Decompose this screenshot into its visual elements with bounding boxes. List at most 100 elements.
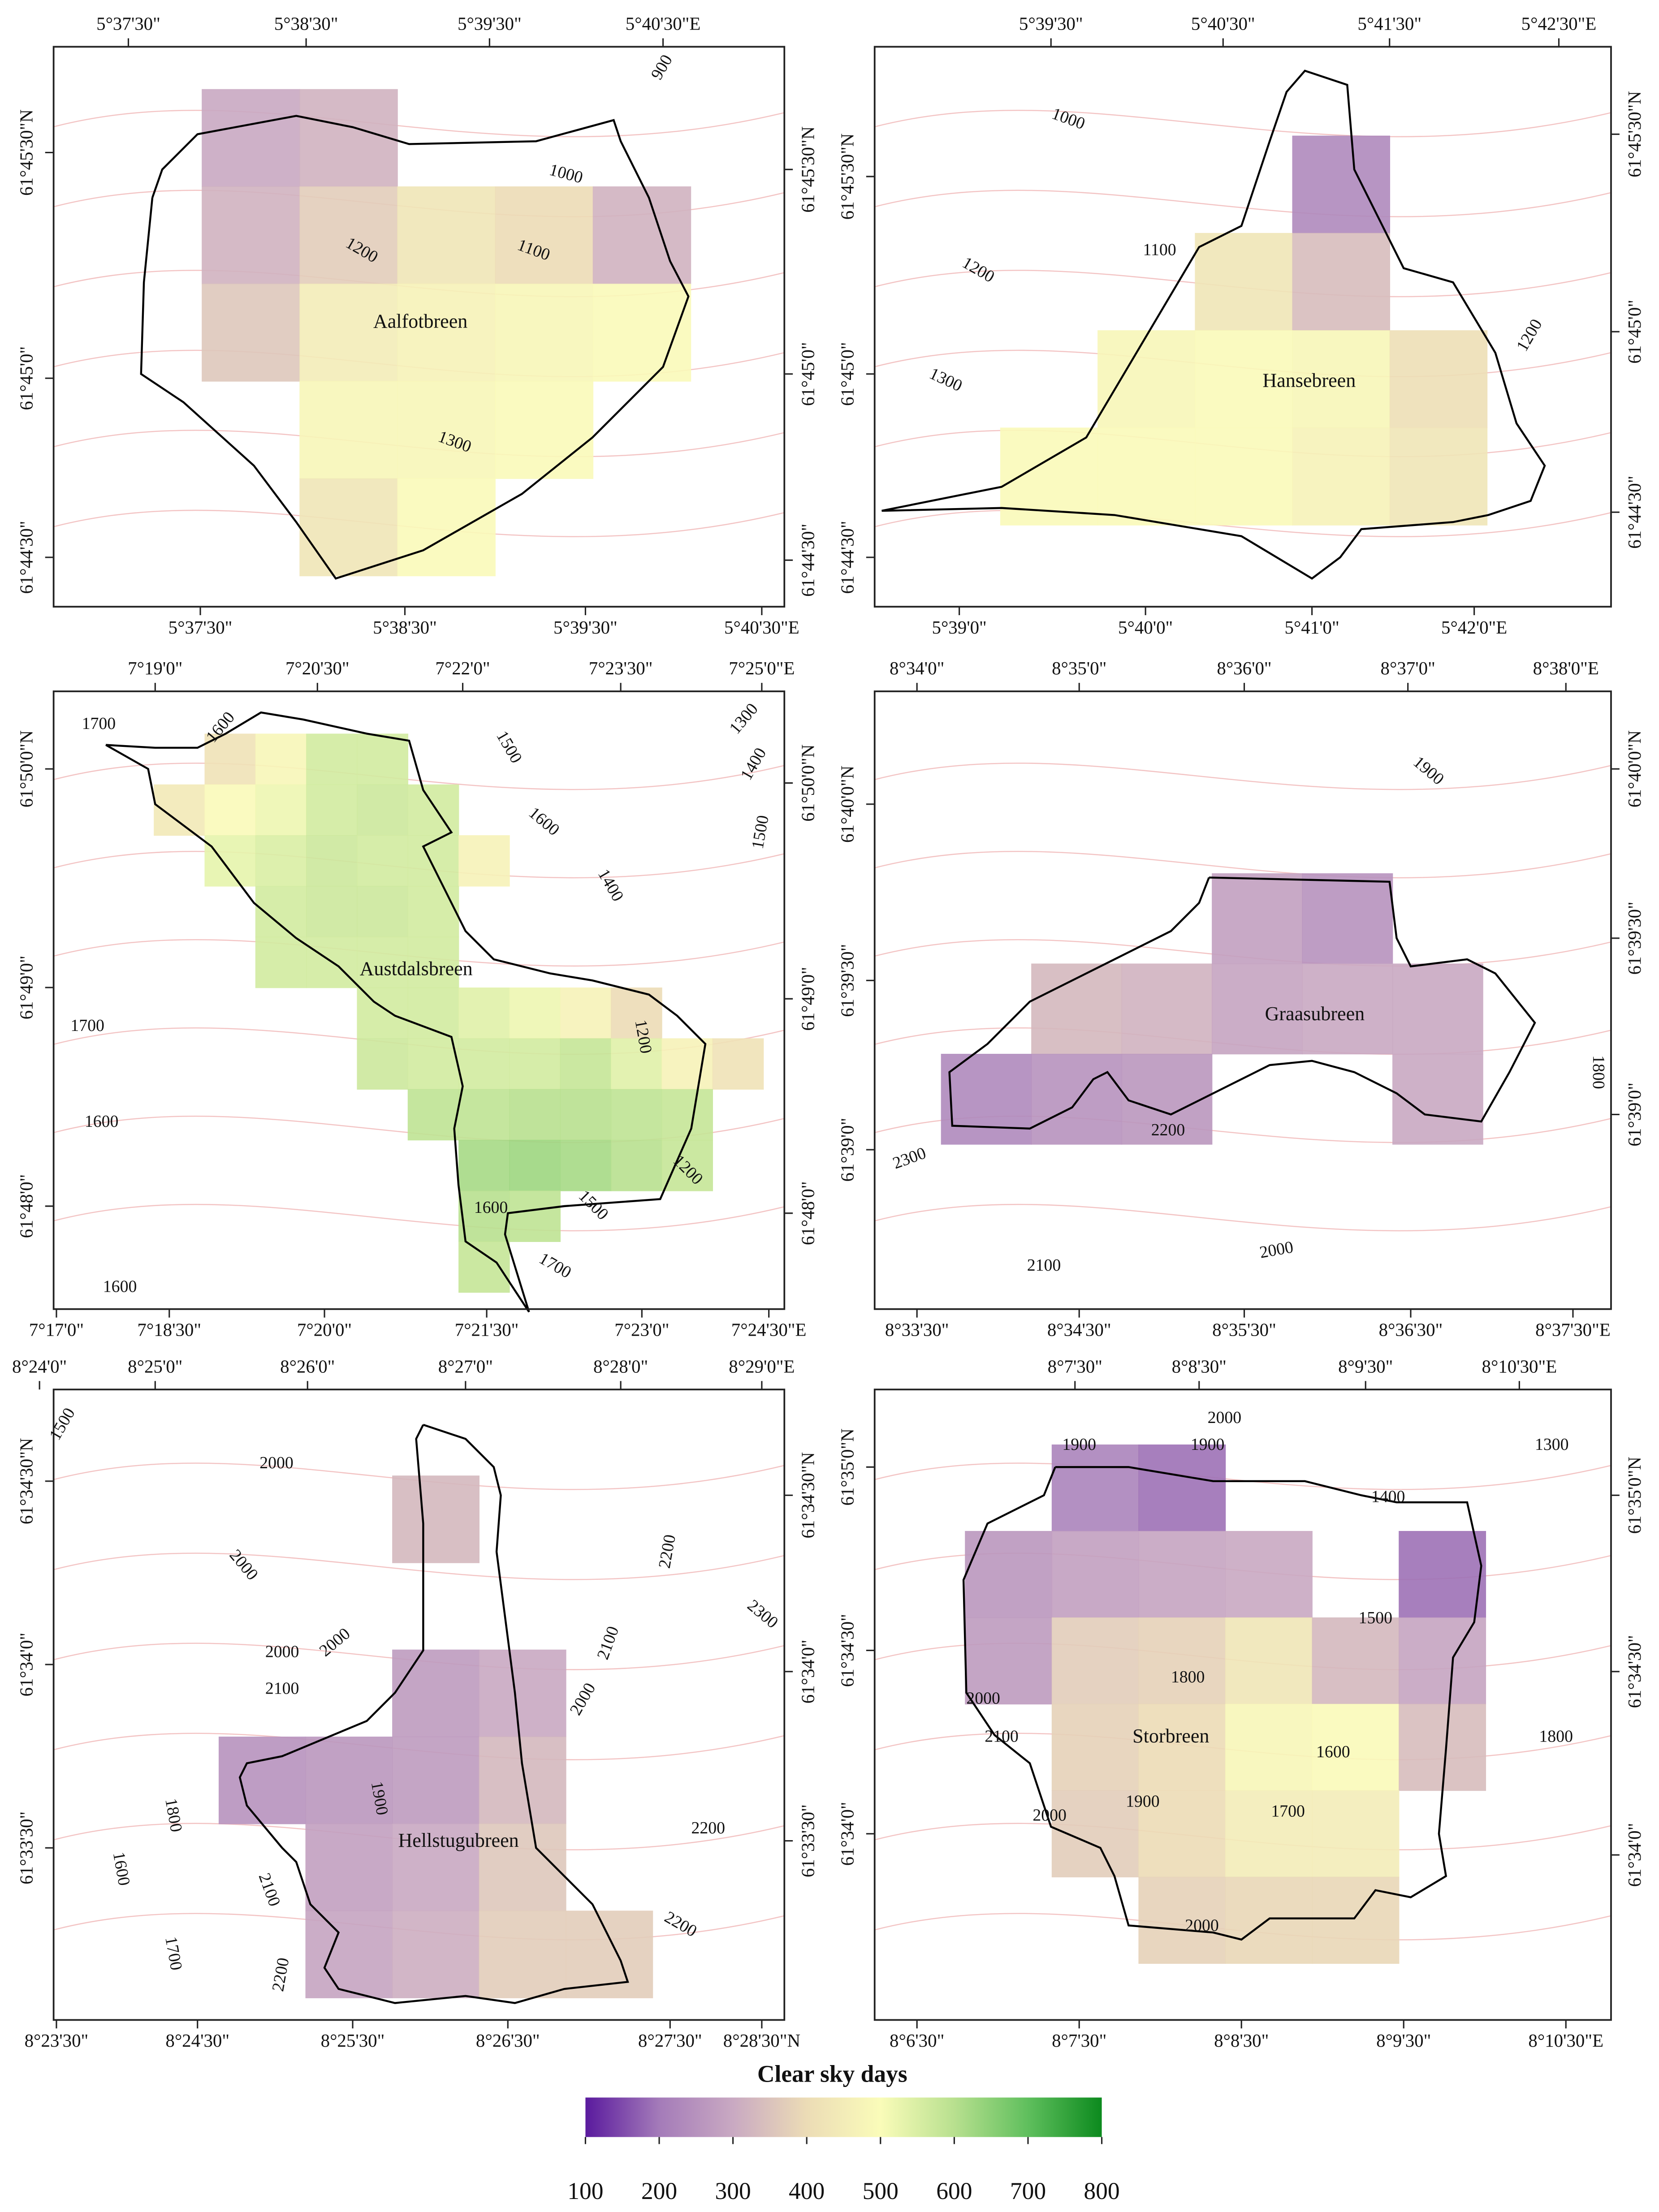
longitude-label: 8°36'30" <box>1379 1320 1443 1340</box>
clear-sky-cell <box>1051 1703 1139 1791</box>
panel-frame <box>52 46 786 608</box>
clear-sky-cell <box>397 284 496 382</box>
clear-sky-cell <box>1389 427 1488 526</box>
longitude-label: 5°40'30" <box>1191 14 1255 34</box>
clear-sky-cell <box>560 987 612 1039</box>
longitude-label: 8°25'0" <box>128 1356 182 1376</box>
map-panels: 5°37'30" 5°38'30" 5°39'30" 5°40'30"E 5°37'30… <box>12 14 1645 2051</box>
longitude-label: 5°38'30" <box>274 14 338 34</box>
latitude-label: 61°34'30" <box>1624 1635 1645 1708</box>
contour-label: 1500 <box>1358 1608 1392 1627</box>
clear-sky-cell <box>357 733 409 785</box>
contour-label: 2200 <box>691 1819 726 1837</box>
longitude-label: 8°35'0" <box>1052 658 1106 678</box>
contour-label: 1400 <box>1371 1487 1405 1506</box>
longitude-label: 5°42'0"E <box>1441 617 1507 638</box>
clear-sky-cell <box>1212 963 1303 1055</box>
clear-sky-cell <box>458 1241 510 1293</box>
longitude-label: 8°25'30" <box>321 2031 385 2051</box>
clear-sky-cell <box>611 1140 662 1191</box>
clear-sky-cell <box>509 1190 561 1242</box>
longitude-label: 5°42'30"E <box>1521 14 1597 34</box>
longitude-label: 5°37'30" <box>96 14 160 34</box>
longitude-label: 8°8'30" <box>1214 2031 1269 2051</box>
contour-label: 1300 <box>1535 1435 1569 1454</box>
clear-sky-cell <box>458 1038 510 1090</box>
clear-sky-cell <box>1138 1876 1226 1964</box>
clear-sky-cell <box>357 1038 409 1090</box>
clear-sky-cell <box>1225 1876 1313 1964</box>
clear-sky-cell <box>1292 233 1390 331</box>
latitude-label: 61°44'30" <box>1624 476 1645 549</box>
panel-frame <box>873 690 1612 1310</box>
longitude-label: 8°9'30" <box>1338 1356 1393 1376</box>
latitude-label: 61°35'0"N <box>837 1428 857 1505</box>
contour-label: 1700 <box>82 714 116 733</box>
clear-sky-cell <box>592 186 691 285</box>
clear-sky-cell <box>479 1736 566 1824</box>
clear-sky-cell <box>560 1140 612 1191</box>
glacier-outline <box>105 711 707 1313</box>
longitude-label: 5°37'30" <box>168 617 233 638</box>
clear-sky-cell <box>204 784 256 836</box>
latitude-label: 61°40'0"N <box>837 766 857 843</box>
clear-sky-cell <box>1212 873 1303 964</box>
clear-sky-cell <box>1051 1531 1139 1618</box>
clear-sky-cell <box>1225 1531 1313 1618</box>
latitude-label: 61°45'30"N <box>16 109 36 196</box>
contour-label: 1900 <box>1191 1435 1225 1454</box>
clear-sky-cell <box>1225 1790 1313 1878</box>
clear-sky-cell <box>1292 330 1390 428</box>
contour-label: 1800 <box>1171 1668 1205 1686</box>
latitude-label: 61°44'30" <box>798 524 818 597</box>
clear-sky-cell <box>458 987 510 1039</box>
longitude-label: 7°24'30"E <box>731 1320 807 1340</box>
contour-label: 1600 <box>1316 1742 1350 1761</box>
contour-label: 2100 <box>985 1727 1019 1746</box>
panel-frame <box>873 1388 1612 2021</box>
contour-label: 1600 <box>103 1277 137 1296</box>
colorbar-tick-label: 800 <box>1084 2178 1119 2204</box>
clear-sky-cell <box>712 1038 764 1090</box>
latitude-label: 61°48'0" <box>16 1174 36 1238</box>
longitude-label: 5°39'30" <box>553 617 618 638</box>
glacier-outline <box>140 115 690 580</box>
longitude-label: 5°41'30" <box>1357 14 1421 34</box>
clear-sky-cell <box>941 1054 1032 1145</box>
longitude-label: 5°39'0" <box>932 617 986 638</box>
clear-sky-cell <box>1121 963 1213 1055</box>
contour-line <box>874 1203 1611 1232</box>
latitude-label: 61°39'0" <box>837 1118 857 1182</box>
contour-label: 1900 <box>1126 1792 1160 1811</box>
clear-sky-cell <box>611 987 662 1039</box>
latitude-label: 61°34'0" <box>1624 1823 1645 1887</box>
longitude-label: 8°38'0"E <box>1533 658 1599 678</box>
clear-sky-cell <box>1138 1444 1226 1532</box>
map-panel: 8°34'0" 8°35'0" 8°36'0" 8°37'0" 8°38'0"E 8°33… <box>837 658 1645 1340</box>
map-panel: 5°39'30" 5°40'30" 5°41'30" 5°42'30"E 5°39'0"… <box>837 14 1645 638</box>
latitude-label: 61°44'30" <box>16 521 36 594</box>
clear-sky-cell <box>1031 1054 1122 1145</box>
clear-sky-cell <box>509 987 561 1039</box>
contour-label: 2000 <box>1208 1408 1242 1427</box>
contour-label: 1700 <box>1271 1802 1305 1820</box>
clear-sky-cell <box>1195 233 1293 331</box>
glacier-name: Graasubreen <box>1265 1003 1365 1025</box>
clear-sky-cell <box>495 284 594 382</box>
latitude-label: 61°34'30" <box>837 1614 857 1687</box>
latitude-label: 61°50'0"N <box>16 730 36 807</box>
contour-label: 1100 <box>1143 241 1176 259</box>
clear-sky-cell <box>495 186 594 285</box>
longitude-label: 8°33'30" <box>885 1320 949 1340</box>
clear-sky-cell <box>611 1089 662 1141</box>
clear-sky-cell <box>509 1089 561 1141</box>
longitude-label: 8°34'0" <box>890 658 944 678</box>
longitude-label: 8°37'0" <box>1381 658 1435 678</box>
clear-sky-cell <box>560 1089 612 1141</box>
clear-sky-cell <box>299 381 398 479</box>
clear-sky-cell <box>1097 427 1196 526</box>
longitude-label: 8°10'30"E <box>1528 2031 1603 2051</box>
contour-label: 1600 <box>474 1198 508 1217</box>
latitude-label: 61°40'0"N <box>1624 730 1645 807</box>
